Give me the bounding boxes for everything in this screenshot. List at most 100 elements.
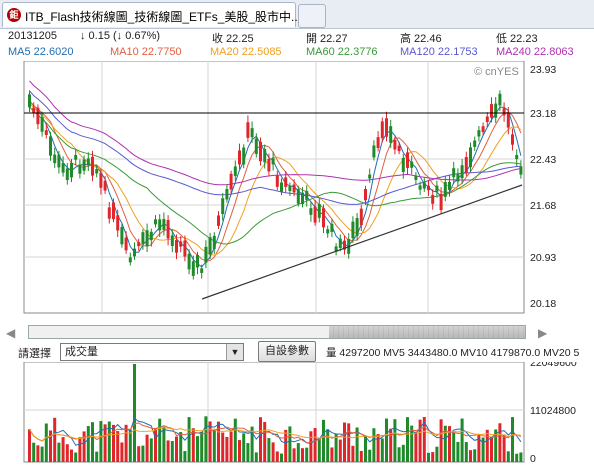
candle-body [326,229,330,234]
new-tab-button[interactable] [298,4,326,28]
volume-bar [246,443,250,462]
candle-body [162,219,166,230]
volume-bar [368,449,372,462]
candle-body [301,192,304,204]
ma120-line [29,90,521,205]
candle-body [166,219,170,239]
volume-bar [448,426,451,462]
candle-body [288,186,292,192]
candle-body [229,173,233,190]
ma240-line [29,80,521,186]
volume-bar [502,434,506,462]
candle-body [313,206,317,223]
candle-body [187,253,191,270]
candle-body [464,157,468,174]
candle-body [477,130,481,137]
candle-body [368,174,372,179]
tab-title: ITB_Flash技術線圖_技術線圖_ETFs_美股_股市中... [25,10,302,24]
volume-bar [427,452,430,462]
candle-body [427,185,430,191]
candle-body [452,168,456,178]
indicator-controls: 請選擇 成交量 ▼ 自設參數 量 4297200 MV5 3443480.0 M… [0,341,594,362]
candle-body [86,158,90,165]
settings-button[interactable]: 自設參數 [258,341,316,362]
candle-body [372,145,376,158]
candle-body [82,159,86,171]
volume-bar [145,434,149,462]
ma60-label: MA60 22.3776 [306,46,378,58]
volume-bar [82,431,86,462]
indicator-select[interactable]: 成交量 ▼ [60,343,244,361]
chevron-down-icon[interactable]: ▼ [226,344,243,360]
browser-tab[interactable]: 鉅 ITB_Flash技術線圖_技術線圖_ETFs_美股_股市中... [2,2,301,27]
candle-body [309,208,313,215]
scroll-right-arrow[interactable]: ▶ [538,326,548,340]
volume-bar [364,435,367,462]
candle-body [393,140,397,150]
scroll-left-arrow[interactable]: ◀ [6,326,16,340]
volume-bar [49,430,52,462]
volume-bar [473,449,477,462]
candle-body [242,147,246,165]
candle-body [280,182,283,192]
browser-tab-bar: 鉅 ITB_Flash技術線圖_技術線圖_ETFs_美股_股市中... [0,0,594,29]
quote-row: 20131205 ↓ 0.15 (↓ 0.67%) 收 22.25 開 22.2… [0,30,594,45]
volume-bar [170,441,174,462]
candle-body [401,158,405,172]
volume-bar [128,429,132,462]
candle-body [204,246,208,263]
candle-body [128,257,132,263]
volume-bar [65,444,69,462]
volume-bar [490,436,493,462]
volume-bar [380,438,384,462]
volume-bar [40,446,44,462]
volume-bar [233,418,237,462]
volume-bar [460,418,464,462]
volume-bar [112,424,115,462]
candle-body [212,235,216,249]
volume-bar [355,427,359,462]
volume-bar [141,445,145,462]
volume-bar [254,452,258,462]
volume-bar [469,450,472,462]
quote-date: 20131205 [8,30,57,42]
candle-body [61,163,65,173]
volume-bar [204,416,208,462]
app-logo-icon: 鉅 [7,8,21,22]
scroll-thumb[interactable] [329,326,525,338]
candle-body [267,158,271,172]
volume-bar [250,426,254,462]
volume-bar [410,425,414,462]
candle-body [431,194,435,204]
volume-bar [78,437,82,462]
candle-body [259,141,262,162]
candle-body [183,240,187,257]
ma240-label: MA240 22.8063 [496,46,574,58]
volume-bar [149,438,153,462]
chart-scrollbar[interactable]: ◀ ▶ [0,323,594,340]
candle-body [389,126,393,143]
candle-body [275,175,279,187]
volume-bar [519,452,523,462]
candle-body [141,232,145,244]
candle-body [338,238,342,248]
quote-high: 高 22.46 [400,33,442,45]
candle-body [28,94,31,108]
candle-body [49,136,52,156]
volume-chart[interactable]: 22049600 11024800 0 [0,362,594,474]
scroll-track[interactable] [28,325,526,339]
volume-bar [120,442,124,462]
quote-close: 收 22.25 [212,33,254,45]
volume-stats: 量 4297200 MV5 3443480.0 MV10 4179870.0 M… [326,347,580,359]
volume-bar [481,437,485,462]
ma60-line [29,106,521,245]
candle-body [385,118,388,137]
candle-body [515,154,519,160]
volume-bar [418,419,422,462]
support-trendline [201,184,523,300]
volume-bar [280,453,283,462]
volume-bar [154,428,157,462]
volume-bar [259,417,262,462]
candle-body [175,240,178,253]
